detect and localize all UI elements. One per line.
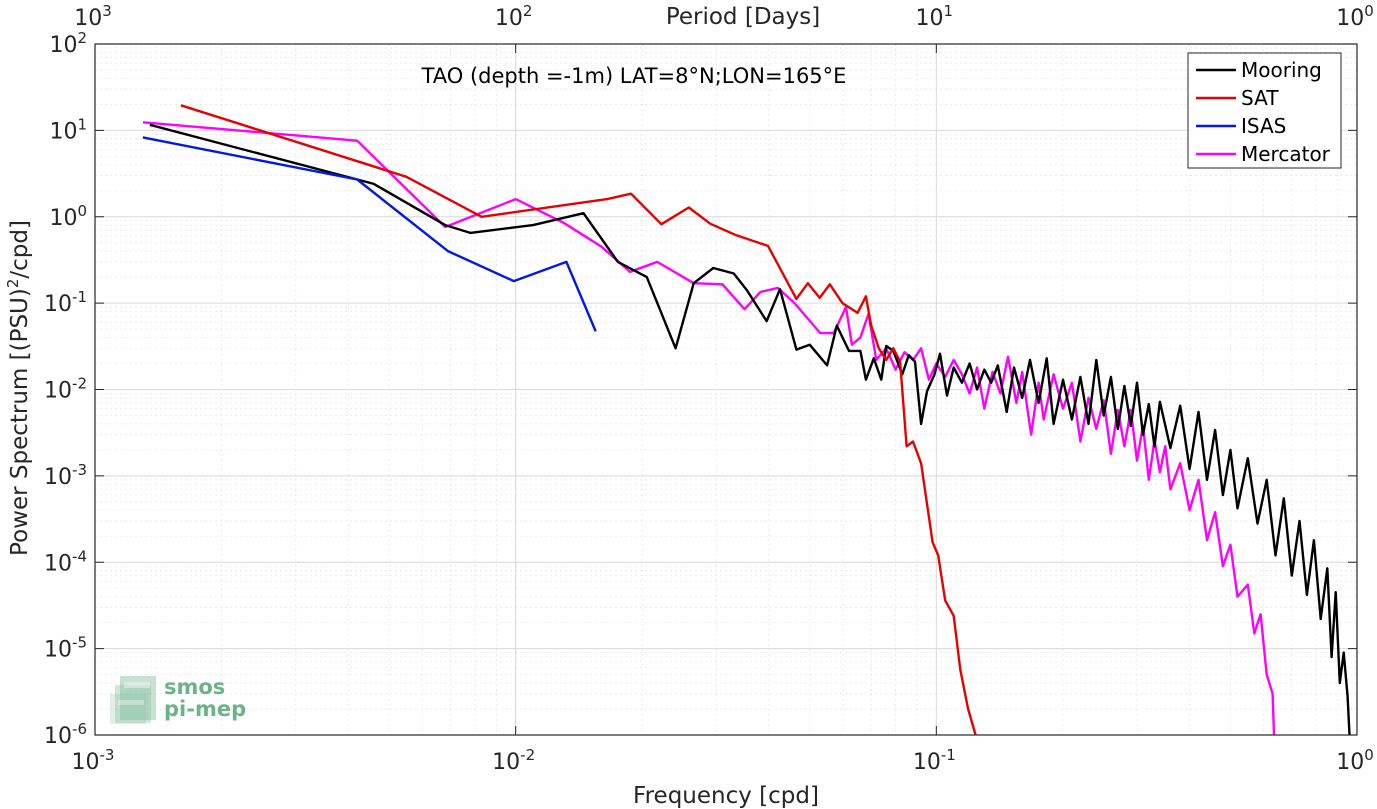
top-x-tick-label: 100 (1336, 2, 1374, 31)
y-tick-label: 10-6 (44, 720, 87, 749)
logo-text-smos: smos (164, 675, 225, 699)
y-tick-label: 10-5 (44, 634, 87, 663)
legend-label-sat: SAT (1241, 86, 1279, 110)
x-tick-label: 10-2 (492, 746, 535, 775)
series-line-mooring (149, 123, 1351, 735)
legend: Mooring SAT ISAS Mercator (1187, 52, 1342, 169)
y-tick-label: 10-1 (44, 288, 87, 317)
legend-label-isas: ISAS (1241, 114, 1286, 138)
series-line-isas (142, 136, 597, 332)
logo-text-pimep: pi-mep (164, 697, 246, 721)
y-tick-label: 102 (49, 29, 87, 58)
x-tick-label: 10-1 (913, 746, 956, 775)
top-x-tick-label: 101 (916, 2, 954, 31)
y-tick-label: 10-2 (44, 375, 87, 404)
x-tick-label: 100 (1336, 746, 1374, 775)
top-x-tick-label: 102 (495, 2, 533, 31)
y-tick-label: 100 (49, 202, 87, 231)
y-tick-label: 10-4 (44, 547, 87, 576)
legend-label-mooring: Mooring (1241, 58, 1322, 82)
top-x-axis-label: Period [Days] (666, 4, 820, 30)
smos-pi-mep-logo: smos pi-mep (110, 675, 246, 724)
legend-label-mercator: Mercator (1241, 142, 1331, 166)
legend-box (1187, 52, 1342, 169)
x-tick-label: 10-3 (72, 746, 115, 775)
y-tick-label: 101 (49, 115, 87, 144)
chart-title: TAO (depth =-1m) LAT=8°N;LON=165°E (421, 64, 847, 88)
y-axis-label: Power Spectrum [(PSU)2/cpd] (4, 220, 33, 556)
x-axis-label: Frequency [cpd] (633, 783, 819, 809)
y-axis-label-main: Power Spectrum [(PSU) (7, 288, 33, 556)
series-layer (142, 104, 1351, 735)
y-tick-label: 10-3 (44, 461, 87, 490)
series-line-sat (180, 104, 977, 735)
axis-ticks (94, 43, 1358, 736)
y-axis-label-sup: 2 (4, 279, 22, 289)
logo-mark-icon (110, 676, 156, 724)
top-x-tick-label: 103 (74, 2, 112, 31)
y-axis-label-tail: /cpd] (7, 220, 33, 279)
